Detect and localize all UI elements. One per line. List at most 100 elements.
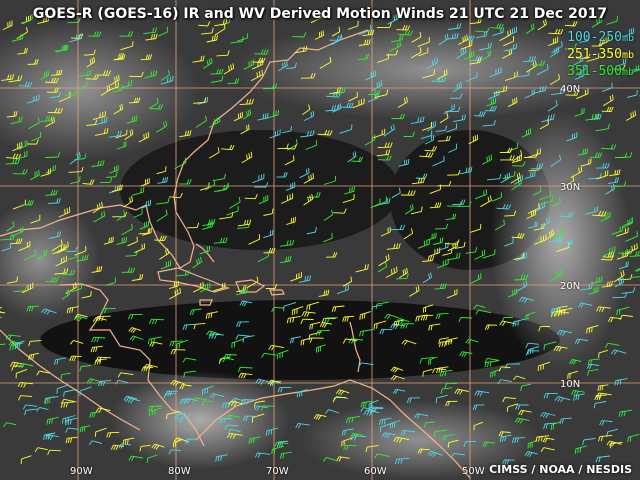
wind-barb [182,323,196,330]
wind-barb [543,422,556,429]
hispaniola [235,279,266,293]
wind-barb [111,184,123,192]
wind-barb [56,384,68,394]
wind-barb [140,178,150,187]
lesser-antilles [349,321,361,373]
wind-barb [27,59,39,65]
legend-unit: mb [621,50,634,61]
wind-barb [447,241,458,252]
wind-barb [559,417,572,424]
wind-barb [192,281,204,293]
wind-barb [584,206,599,215]
wind-barb [74,313,88,319]
wind-barb [344,186,355,195]
wind-barb [570,166,583,179]
wind-barb [422,368,433,377]
wind-barb [44,396,59,404]
wind-barb [513,375,526,381]
wind-barb [34,447,48,453]
wind-barb [223,353,237,360]
wind-barb [235,287,248,296]
wind-barb [224,424,239,430]
wind-barb [242,415,257,421]
lon-label-80w: 80W [168,466,191,477]
wind-barb [433,237,444,245]
wind-barb [463,440,477,447]
wind-barb [626,89,638,99]
wind-barb [139,444,151,452]
wind-barb [168,449,181,455]
wind-barb [475,309,491,315]
wind-barb [156,209,168,222]
wind-barb [520,383,532,392]
wind-barb [134,243,145,254]
wind-barb [22,282,34,294]
wind-barb [116,141,127,150]
wind-barb [539,190,551,201]
wind-barb [563,238,573,249]
wind-barb [436,69,448,80]
wind-barb [574,107,585,117]
wind-barb [227,428,241,434]
wind-barb [252,57,266,63]
wind-barb [251,413,265,423]
wind-barb [578,36,590,43]
wind-barb [614,378,628,386]
wind-barb [426,232,437,241]
wind-barb [411,32,422,43]
wind-barb [636,268,640,272]
wind-barb [424,134,435,145]
wind-barb [331,34,343,46]
wind-barb [580,158,592,167]
jamaica [199,299,213,306]
wind-barb [105,171,118,178]
wind-barb [440,387,452,395]
wind-barb [454,241,466,249]
wind-barb [30,169,40,181]
wind-barb [286,139,298,151]
wind-barb [6,111,18,118]
wind-barb [404,204,414,215]
wind-barb [360,407,376,412]
wind-barb [624,27,635,37]
wind-barb [246,276,259,289]
wind-barb [566,132,578,142]
wind-barb [156,197,170,205]
wind-barb [168,280,179,290]
wind-barb [217,417,233,424]
wind-barb [205,311,218,319]
wind-barb [298,275,312,283]
wind-barb [619,314,633,320]
wind-barb [68,166,84,173]
wind-barb [170,379,185,387]
wind-barb [8,75,23,83]
wind-barb [28,352,40,361]
pressure-legend: 100-250mb 251-350mb 351-500mb [567,30,634,81]
wind-barb [44,77,59,84]
wind-barb [113,103,124,115]
wind-barb [237,219,252,227]
wind-barb [212,173,226,182]
wind-barb [419,356,435,364]
wind-barb [218,182,229,192]
wind-barb [46,416,59,425]
wind-barb [469,17,483,25]
wind-barb [159,248,170,260]
wind-barb [131,187,145,196]
wind-barb [389,41,401,52]
wind-barb [384,313,399,320]
wind-barb [332,396,346,403]
wind-barb [28,117,40,130]
wind-barb [514,417,530,424]
wind-barb [309,321,321,330]
wind-barb [69,355,82,362]
wind-barb [290,272,302,282]
wind-barb [439,370,453,377]
wind-barb [505,71,518,81]
wind-barb [255,378,271,385]
wind-barb [401,339,417,345]
wind-barb [260,405,275,411]
wind-barb [322,233,333,243]
wind-barb [511,437,525,444]
wind-barb [598,349,609,358]
